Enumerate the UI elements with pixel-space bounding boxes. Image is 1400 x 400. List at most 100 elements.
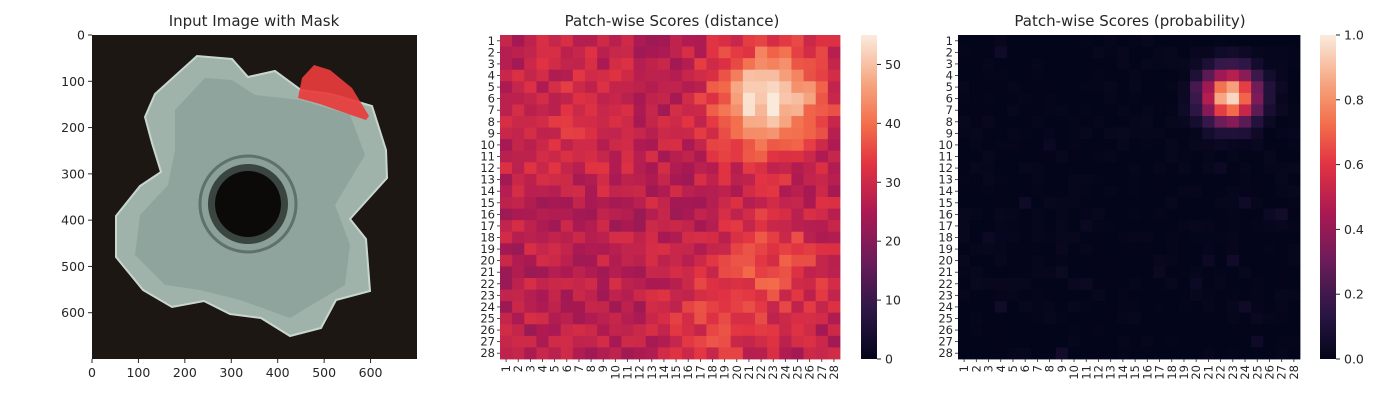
heatmap-cell bbox=[803, 220, 817, 233]
heatmap-cell bbox=[1092, 58, 1105, 71]
heatmap-cell bbox=[633, 58, 647, 71]
heatmap-cell bbox=[1263, 289, 1276, 302]
heatmap-cell bbox=[633, 197, 647, 209]
heatmap-cell bbox=[597, 197, 610, 209]
heatmap-cell bbox=[524, 312, 537, 325]
heatmap-cell bbox=[779, 231, 792, 244]
heatmap-cell bbox=[827, 266, 841, 279]
heatmap-cell bbox=[1214, 312, 1228, 325]
heatmap-cell bbox=[958, 231, 971, 244]
heatmap-cell bbox=[742, 335, 756, 348]
heatmap-cell bbox=[755, 69, 768, 82]
heatmap-cell bbox=[670, 254, 683, 267]
heatmap-cell bbox=[621, 81, 634, 94]
heatmap-cell bbox=[1287, 150, 1301, 163]
heatmap-cell bbox=[827, 116, 841, 128]
heatmap-cell bbox=[982, 92, 996, 105]
heatmap-cell bbox=[1092, 301, 1105, 314]
heatmap-cell bbox=[1177, 162, 1191, 175]
heatmap-cell bbox=[994, 289, 1008, 302]
heatmap-cell bbox=[1202, 220, 1215, 233]
heatmap-cell bbox=[621, 278, 634, 290]
heatmap-cell bbox=[1238, 139, 1252, 152]
heatmap-cell bbox=[1031, 266, 1044, 279]
col-tick-label: 10 bbox=[608, 365, 622, 380]
heatmap-cell bbox=[597, 35, 610, 47]
heatmap-cell bbox=[1202, 231, 1215, 244]
heatmap-cell bbox=[730, 335, 744, 348]
heatmap-cell bbox=[585, 289, 598, 302]
heatmap-cell bbox=[1104, 289, 1118, 302]
heatmap-cell bbox=[827, 335, 841, 348]
heatmap-cell bbox=[609, 266, 622, 279]
heatmap-cell bbox=[524, 266, 537, 279]
heatmap-cell bbox=[1238, 324, 1252, 337]
heatmap-cell bbox=[657, 185, 671, 198]
heatmap-cell bbox=[1263, 139, 1276, 152]
heatmap-cell bbox=[994, 139, 1008, 152]
heatmap-cell bbox=[730, 289, 744, 302]
heatmap-cell bbox=[1080, 289, 1093, 302]
heatmap-cell bbox=[572, 208, 586, 221]
heatmap-cell bbox=[621, 127, 634, 140]
heatmap-cell bbox=[1104, 150, 1118, 163]
heatmap-cell bbox=[706, 81, 719, 94]
heatmap-cell bbox=[512, 289, 525, 302]
heatmap-cell bbox=[994, 185, 1008, 198]
heatmap-cell bbox=[742, 220, 756, 233]
heatmap-cell bbox=[1190, 324, 1203, 337]
heatmap-cell bbox=[1116, 231, 1130, 244]
heatmap-cell bbox=[827, 312, 841, 325]
heatmap-cell bbox=[1006, 289, 1020, 302]
heatmap-cell bbox=[1153, 116, 1167, 128]
heatmap-cell bbox=[682, 116, 695, 128]
heatmap-cell bbox=[982, 312, 996, 325]
heatmap-cell bbox=[1006, 116, 1020, 128]
heatmap-cell bbox=[827, 81, 841, 94]
heatmap-cell bbox=[609, 243, 622, 256]
heatmap-cell bbox=[572, 116, 586, 128]
heatmap-cell bbox=[1238, 92, 1252, 105]
heatmap-cell bbox=[1275, 35, 1289, 47]
heatmap-cell bbox=[500, 254, 513, 267]
heatmap-cell bbox=[512, 266, 525, 279]
heatmap-cell bbox=[560, 185, 574, 198]
heatmap-cell bbox=[767, 92, 780, 105]
heatmap-cell bbox=[633, 104, 647, 117]
heatmap-cell bbox=[1263, 220, 1276, 233]
heatmap-cell bbox=[1043, 335, 1057, 348]
heatmap-cell bbox=[1214, 139, 1228, 152]
heatmap-cell bbox=[657, 289, 671, 302]
heatmap-cell bbox=[645, 208, 659, 221]
heatmap-cell bbox=[1226, 104, 1240, 117]
heatmap-cell bbox=[1043, 312, 1057, 325]
heatmap-cell bbox=[827, 92, 841, 105]
heatmap-cell bbox=[1238, 58, 1252, 71]
col-tick-label: 18 bbox=[1165, 365, 1179, 380]
heatmap-cell bbox=[779, 278, 792, 290]
heatmap-cell bbox=[755, 324, 768, 337]
heatmap-cell bbox=[1116, 139, 1130, 152]
heatmap-cell bbox=[1129, 150, 1142, 163]
heatmap-cell bbox=[572, 150, 586, 163]
heatmap-cell bbox=[572, 347, 586, 360]
heatmap-cell bbox=[1092, 208, 1105, 221]
heatmap-cell bbox=[742, 35, 756, 47]
heatmap-cell bbox=[994, 335, 1008, 348]
heatmap-cell bbox=[633, 324, 647, 337]
heatmap-cell bbox=[1202, 127, 1215, 140]
heatmap-cell bbox=[585, 127, 598, 140]
heatmap-cell bbox=[1019, 69, 1032, 82]
heatmap-cell bbox=[1129, 69, 1142, 82]
heatmap-cell bbox=[1190, 220, 1203, 233]
heatmap-cell bbox=[572, 46, 586, 59]
heatmap-cell bbox=[694, 162, 707, 175]
heatmap-cell bbox=[524, 243, 537, 256]
heatmap-cell bbox=[958, 162, 971, 175]
heatmap-cell bbox=[1031, 162, 1044, 175]
heatmap-cell bbox=[609, 162, 622, 175]
heatmap-cell bbox=[548, 173, 562, 186]
row-tick-label: 18 bbox=[480, 231, 495, 245]
heatmap-cell bbox=[1031, 81, 1044, 94]
heatmap-cell bbox=[1287, 35, 1301, 47]
